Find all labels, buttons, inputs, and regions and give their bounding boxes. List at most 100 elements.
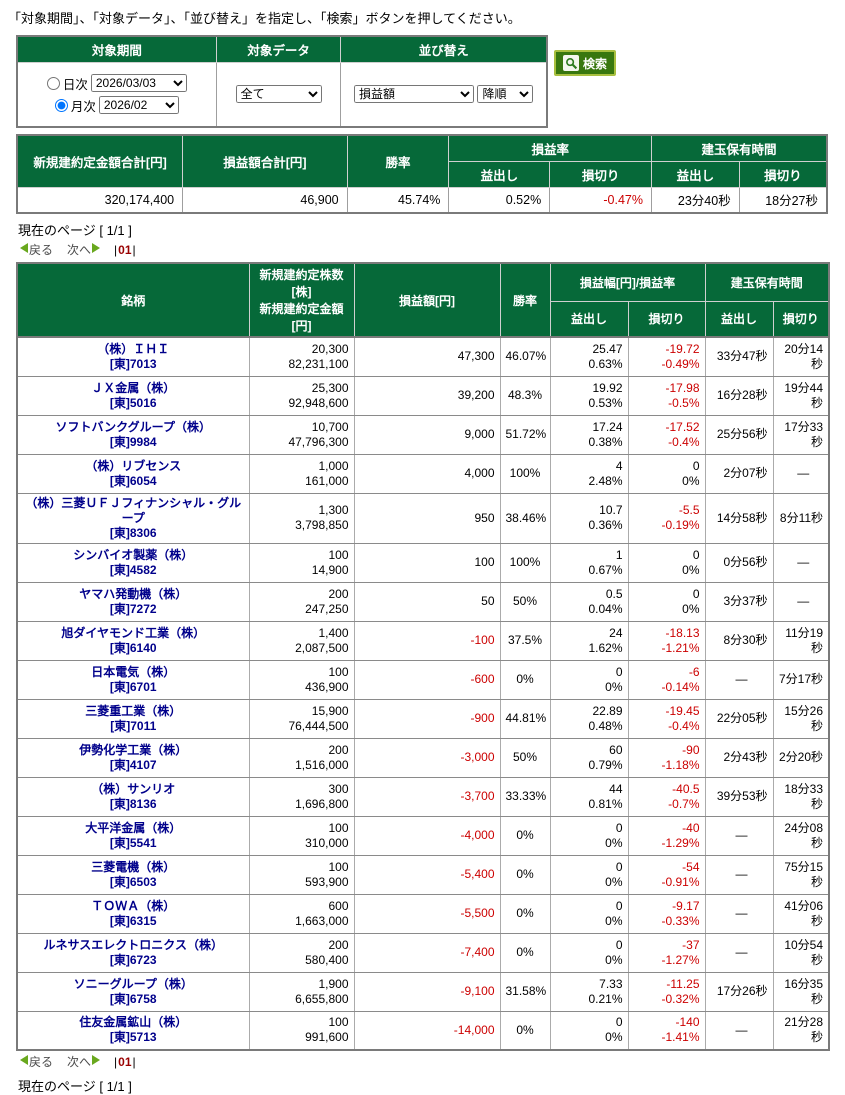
amount-value: 593,900 (305, 874, 349, 889)
stock-name-cell: ルネサスエレクトロニクス（株） [東]6723 (16, 932, 250, 973)
profit-amount: 0 (615, 898, 623, 913)
profit-rate: 0.21% (588, 991, 623, 1006)
pl-cell: -7,400 (353, 932, 501, 973)
stock-name-cell: ヤマハ発動機（株） [東]7272 (16, 581, 250, 622)
loss-amount: -18.13 (665, 625, 700, 640)
shares-value: 600 (328, 898, 349, 913)
table-row: 大平洋金属（株） [東]5541 100 310,000 -4,000 0% 0… (16, 815, 830, 856)
win-value: 38.46% (505, 510, 547, 525)
pl-cell: 50 (353, 581, 501, 622)
loss-range-cell: 0 0% (627, 581, 706, 622)
profit-amount: 0 (615, 1015, 623, 1030)
loss-rate: 0% (682, 601, 700, 616)
hold-time-loss-cell: 2分20秒 (772, 737, 830, 778)
amount-value: 2,087,500 (295, 640, 349, 655)
hold-time-loss: 18分33秒 (784, 781, 824, 811)
daily-radio[interactable] (46, 76, 60, 90)
loss-amount: -140 (675, 1015, 700, 1030)
daily-date-select[interactable]: 2026/03/03 (90, 74, 187, 93)
hold-time-loss-cell: 18分33秒 (772, 776, 830, 817)
hold-time-profit: ― (735, 828, 748, 842)
shares-amount-cell: 1,300 3,798,850 (248, 492, 355, 544)
loss-range-cell: -17.98 -0.5% (627, 375, 706, 416)
pagination-bar-bottom: 戻る 次へ |01| (20, 1053, 845, 1070)
hold-time-profit-cell: 0分56秒 (704, 542, 774, 583)
sort-order-select[interactable]: 降順 (477, 85, 534, 104)
profit-range-cell: 0 0% (549, 659, 629, 700)
loss-rate: -1.21% (661, 640, 700, 655)
pl-cell: -4,000 (353, 815, 501, 856)
table-row: 住友金属鉱山（株） [東]5713 100 991,600 -14,000 0%… (16, 1010, 830, 1051)
filter-header-period: 対象期間 (16, 35, 217, 63)
stock-name-cell: 三菱電機（株） [東]6503 (16, 854, 250, 895)
col-header-name: 銘柄 (16, 262, 250, 338)
next-link[interactable]: 次へ (67, 1053, 101, 1070)
win-value: 100% (509, 466, 541, 480)
stock-code: [東]6140 (109, 640, 157, 655)
win-cell: 33.33% (499, 776, 551, 817)
profit-rate: 0.36% (588, 518, 623, 532)
loss-rate: 0% (682, 562, 700, 577)
profit-range-cell: 0.5 0.04% (549, 581, 629, 622)
profit-amount: 19.92 (592, 380, 623, 395)
win-cell: 0% (499, 854, 551, 895)
loss-amount: -11.25 (666, 976, 700, 991)
hold-time-profit: ― (735, 867, 748, 881)
hold-time-loss-cell: 7分17秒 (772, 659, 830, 700)
win-value: 0% (516, 672, 534, 686)
stock-name-cell: （株）ＩＨＩ [東]7013 (16, 336, 250, 377)
page-list-pipe: | (114, 1054, 118, 1069)
win-cell: 51.72% (499, 414, 551, 455)
pl-cell: 39,200 (353, 375, 501, 416)
back-link[interactable]: 戻る (20, 1053, 53, 1070)
next-arrow-icon (92, 1054, 101, 1065)
stock-code: [東]9984 (109, 434, 157, 449)
profit-range-cell: 24 1.62% (549, 620, 629, 661)
win-cell: 0% (499, 893, 551, 934)
shares-amount-cell: 100 436,900 (248, 659, 355, 700)
page-number[interactable]: 01 (118, 242, 132, 257)
stock-name-cell: ＪＸ金属（株） [東]5016 (16, 375, 250, 416)
target-data-select[interactable]: 全て (235, 85, 322, 104)
stock-name-cell: 住友金属鉱山（株） [東]5713 (16, 1010, 250, 1051)
profit-range-cell: 44 0.81% (549, 776, 629, 817)
loss-range-cell: -40.5 -0.7% (627, 776, 706, 817)
loss-range-cell: 0 0% (627, 453, 706, 494)
profit-range-cell: 0 0% (549, 1010, 629, 1051)
next-link[interactable]: 次へ (67, 241, 101, 258)
sort-key-select[interactable]: 損益額 (353, 85, 474, 104)
col-header-range: 損益幅[円]/損益率 (549, 262, 706, 302)
stock-code: [東]6701 (109, 679, 157, 694)
shares-value: 200 (328, 742, 349, 757)
monthly-date-select[interactable]: 2026/02 (98, 96, 179, 115)
stock-code: [東]8306 (109, 525, 157, 540)
pl-value: -900 (470, 711, 495, 725)
profit-amount: 24 (609, 625, 623, 640)
shares-amount-cell: 200 247,250 (248, 581, 355, 622)
amount-value: 76,444,500 (288, 718, 349, 733)
profit-range-cell: 60 0.79% (549, 737, 629, 778)
shares-amount-cell: 100 14,900 (248, 542, 355, 583)
hold-time-profit: 0分56秒 (723, 555, 768, 569)
amount-value: 991,600 (305, 1030, 349, 1045)
pl-value: 950 (474, 510, 495, 525)
pagination-bar-top: 戻る 次へ |01| (20, 241, 845, 258)
monthly-radio[interactable] (54, 98, 68, 112)
shares-value: 1,900 (318, 976, 349, 991)
shares-value: 25,300 (311, 380, 349, 395)
back-link[interactable]: 戻る (20, 241, 53, 258)
win-cell: 0% (499, 815, 551, 856)
search-button[interactable]: 検索 (554, 50, 617, 76)
win-cell: 100% (499, 542, 551, 583)
loss-range-cell: 0 0% (627, 542, 706, 583)
stock-name-cell: 日本電気（株） [東]6701 (16, 659, 250, 700)
page-number[interactable]: 01 (118, 1054, 132, 1069)
hold-time-profit: 17分26秒 (716, 984, 768, 998)
stock-code: [東]7013 (109, 356, 157, 371)
filter-table: 対象期間 対象データ 並び替え 日次 2026/03/03 月次 2026/02 (16, 35, 548, 128)
win-cell: 37.5% (499, 620, 551, 661)
loss-rate: -0.32% (661, 991, 700, 1006)
stock-name: 三菱電機（株） (91, 859, 176, 874)
summary-subheader-rate-loss: 損切り (549, 160, 652, 188)
win-cell: 0% (499, 932, 551, 973)
